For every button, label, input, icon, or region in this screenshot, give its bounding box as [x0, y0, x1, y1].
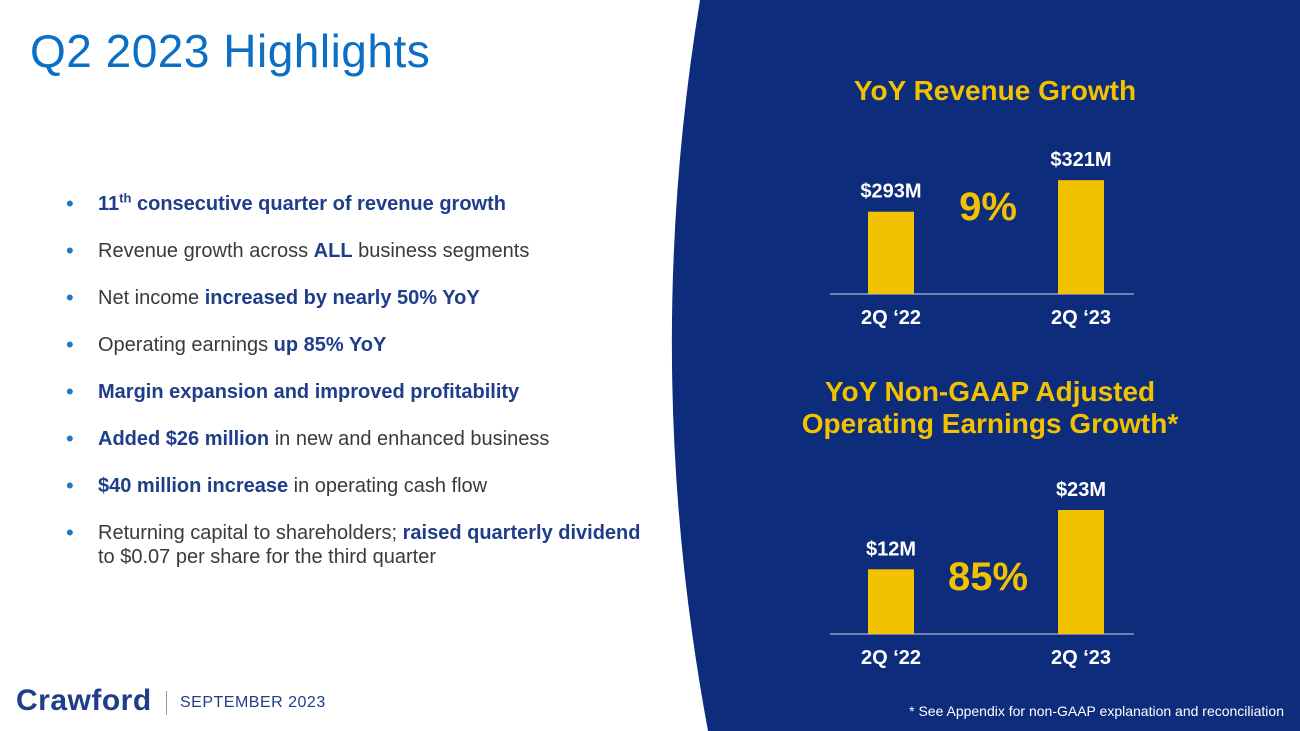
page-title: Q2 2023 Highlights — [30, 25, 431, 77]
category-label: 2Q ‘22 — [861, 307, 921, 329]
revenue-growth-chart: $293M 2Q ‘22 $321M 2Q ‘23 9% — [830, 149, 1134, 329]
highlight-item: $40 million increase in operating cash f… — [66, 474, 646, 498]
footer-date: SEPTEMBER 2023 — [180, 694, 326, 711]
bar-prior-year — [868, 569, 914, 634]
highlight-item: Operating earnings up 85% YoY — [66, 333, 646, 357]
highlight-item: Added $26 million in new and enhanced bu… — [66, 427, 646, 451]
highlights-list: 11th consecutive quarter of revenue grow… — [66, 190, 646, 592]
highlight-item: Revenue growth across ALL business segme… — [66, 239, 646, 263]
footer-divider — [166, 691, 167, 715]
highlight-text: 11 — [98, 193, 120, 215]
highlight-text: to $0.07 per share for the third quarter — [98, 546, 436, 568]
bar-current-year — [1058, 510, 1104, 634]
bar-prior-year — [868, 211, 914, 294]
highlight-text: increased by nearly 50% YoY — [204, 287, 480, 309]
bar-value-label: $321M — [1050, 149, 1111, 171]
highlight-text: in operating cash flow — [288, 475, 488, 497]
growth-percent: 85% — [948, 555, 1028, 599]
footnote: * See Appendix for non-GAAP explanation … — [909, 703, 1284, 719]
category-label: 2Q ‘22 — [861, 647, 921, 669]
highlight-text: up 85% YoY — [273, 334, 387, 356]
operating-earnings-chart-title: YoY Non-GAAP Adjusted Operating Earnings… — [801, 376, 1179, 439]
highlight-text: ALL — [313, 240, 353, 262]
bar-value-label: $23M — [1056, 479, 1106, 501]
highlight-text: consecutive quarter of revenue growth — [131, 193, 506, 215]
highlight-item: 11th consecutive quarter of revenue grow… — [66, 190, 646, 216]
highlight-item: Returning capital to shareholders; raise… — [66, 521, 646, 569]
highlight-text: $40 million increase — [98, 475, 289, 497]
highlight-text: Returning capital to shareholders; — [98, 522, 403, 544]
highlight-text: in new and enhanced business — [269, 428, 550, 450]
highlight-item: Net income increased by nearly 50% YoY — [66, 286, 646, 310]
bar-value-label: $12M — [866, 538, 916, 560]
growth-percent: 9% — [959, 185, 1017, 229]
category-label: 2Q ‘23 — [1051, 647, 1111, 669]
highlight-text: Revenue growth across — [98, 240, 314, 262]
highlight-text: Added $26 million — [98, 428, 270, 450]
highlight-text: Margin expansion and improved profitabil… — [98, 381, 520, 403]
operating-earnings-growth-chart: $12M 2Q ‘22 $23M 2Q ‘23 85% — [830, 479, 1134, 669]
highlight-item: Margin expansion and improved profitabil… — [66, 380, 646, 404]
revenue-chart-title: YoY Revenue Growth — [853, 75, 1137, 106]
highlight-text: Operating earnings — [98, 334, 274, 356]
highlight-text: business segments — [352, 240, 530, 262]
bar-value-label: $293M — [860, 181, 921, 203]
bar-current-year — [1058, 180, 1104, 294]
category-label: 2Q ‘23 — [1051, 307, 1111, 329]
highlight-text: Net income — [98, 287, 205, 309]
highlight-text: th — [119, 190, 132, 206]
crawford-logo: Crawford — [16, 684, 152, 717]
highlight-text: raised quarterly dividend — [402, 522, 641, 544]
